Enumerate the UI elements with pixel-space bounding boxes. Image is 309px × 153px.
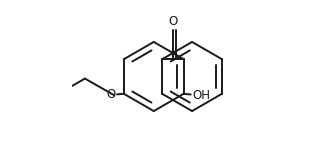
Text: O: O — [106, 88, 116, 101]
Text: O: O — [168, 15, 178, 28]
Text: OH: OH — [192, 89, 210, 102]
